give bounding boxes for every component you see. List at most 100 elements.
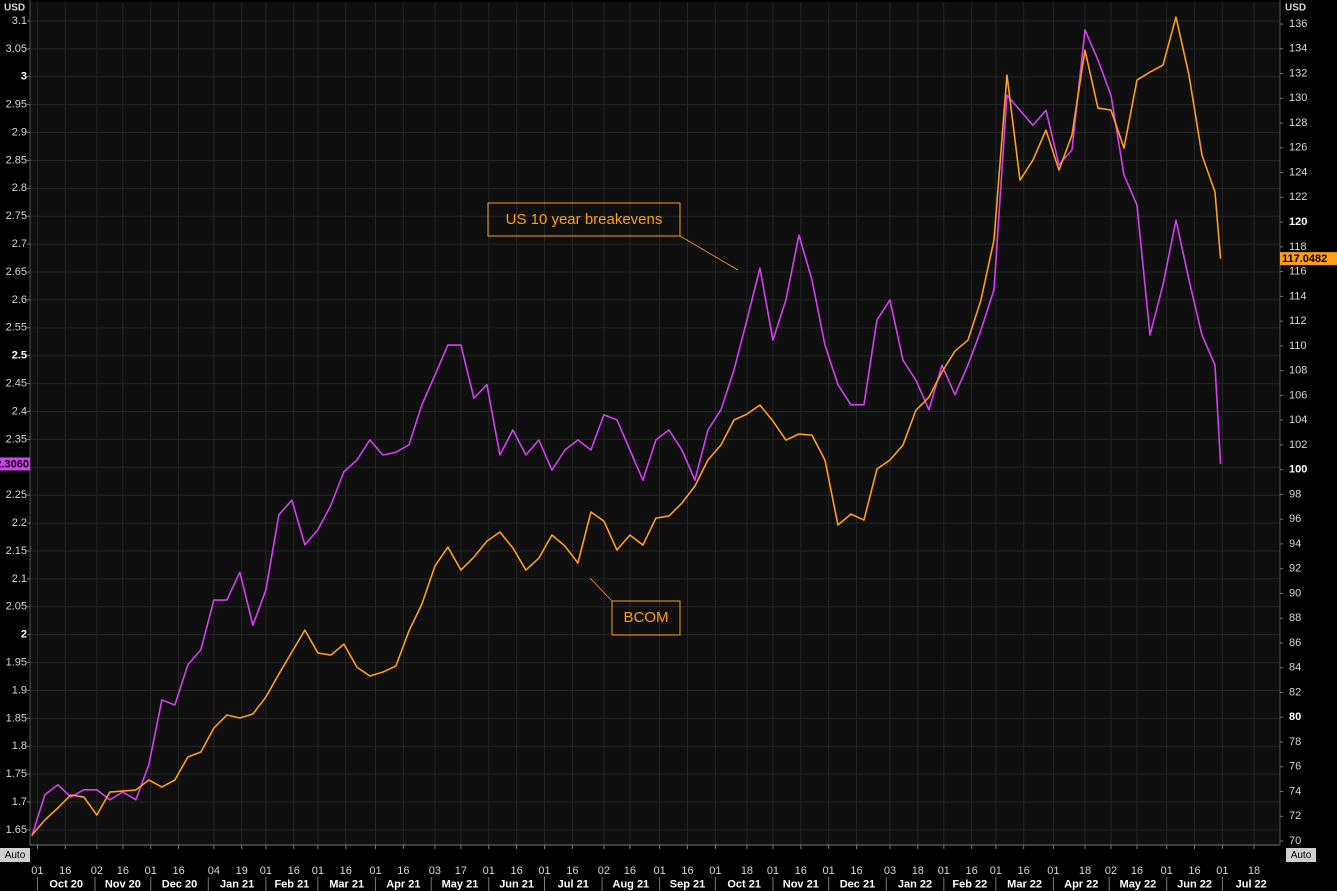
y2-tick-label: 94 xyxy=(1289,538,1301,550)
month-label: May 22 xyxy=(1120,878,1157,890)
y2-tick-label: 114 xyxy=(1289,290,1307,302)
x-tick-label: 16 xyxy=(511,865,523,877)
y-tick-label: 1.95 xyxy=(6,656,27,668)
annotation-box xyxy=(487,202,681,237)
month-label: Dec 20 xyxy=(162,878,197,890)
y-tick-label: 1.65 xyxy=(6,824,27,836)
y2-tick-label: 72 xyxy=(1289,810,1301,822)
y-tick-label: 1.9 xyxy=(12,684,27,696)
x-tick-label: 16 xyxy=(340,865,352,877)
series-lines xyxy=(31,16,1222,837)
x-tick-label: 01 xyxy=(1216,865,1228,877)
x-tick-label: 01 xyxy=(654,865,666,877)
x-tick-label: 16 xyxy=(117,865,129,877)
y-tick-label: 2.05 xyxy=(6,601,27,613)
last-value-label: 2.3060 xyxy=(0,458,29,470)
x-tick-label: 16 xyxy=(850,865,862,877)
x-tick-label: 04 xyxy=(208,865,220,877)
y-tick-label: 2.6 xyxy=(12,294,27,306)
y2-tick-label: 88 xyxy=(1289,612,1301,624)
x-tick-label: 16 xyxy=(1188,865,1200,877)
y-tick-label: 2.1 xyxy=(12,573,27,585)
x-tick-label: 16 xyxy=(566,865,578,877)
y-tick-label: 2.75 xyxy=(6,210,27,222)
auto-button[interactable]: Auto xyxy=(0,848,30,862)
auto-button-label[interactable]: Auto xyxy=(5,850,26,861)
y2-tick-label: 130 xyxy=(1289,92,1307,104)
y2-tick-label: 134 xyxy=(1289,43,1307,55)
annotation: BCOM xyxy=(589,577,681,636)
y2-tick-label: 108 xyxy=(1289,365,1307,377)
y-tick-label: 2.2 xyxy=(12,517,27,529)
y2-tick-label: 106 xyxy=(1289,389,1307,401)
x-tick-label: 01 xyxy=(767,865,779,877)
auto-button-bg[interactable] xyxy=(0,848,30,862)
y2-tick-label: 78 xyxy=(1289,736,1301,748)
y-tick-label: 2.25 xyxy=(6,489,27,501)
month-label: Dec 21 xyxy=(840,878,875,890)
y-tick-label: 2.35 xyxy=(6,433,27,445)
x-tick-label: 01 xyxy=(312,865,324,877)
annotation-text: BCOM xyxy=(624,609,669,626)
month-label: Nov 21 xyxy=(783,878,819,890)
annotation-leader xyxy=(589,577,613,602)
x-tick-label: 01 xyxy=(990,865,1002,877)
annotation-text: US 10 year breakevens xyxy=(506,211,663,228)
y-tick-label: 2.45 xyxy=(6,378,27,390)
y-tick-label: 1.85 xyxy=(6,712,27,724)
month-label: Oct 20 xyxy=(49,878,83,890)
y-tick-label: 2 xyxy=(21,629,27,641)
auto-button-bg[interactable] xyxy=(1286,848,1316,862)
x-tick-label: 03 xyxy=(429,865,441,877)
x-tick-label: 16 xyxy=(397,865,409,877)
x-tick-label: 01 xyxy=(145,865,157,877)
y-tick-label: 2.15 xyxy=(6,545,27,557)
x-tick-label: 16 xyxy=(681,865,693,877)
y-tick-label: 2.95 xyxy=(6,99,27,111)
last-value-label: 117.0482 xyxy=(1282,253,1327,265)
y2-tick-label: 70 xyxy=(1289,835,1301,847)
y2-tick-label: 80 xyxy=(1289,711,1301,723)
y2-tick-label: 82 xyxy=(1289,686,1301,698)
month-label: Jan 22 xyxy=(898,878,932,890)
x-tick-label: 01 xyxy=(709,865,721,877)
y-tick-label: 2.85 xyxy=(6,154,27,166)
y-tick-label: 3.05 xyxy=(6,43,27,55)
y2-tick-label: 74 xyxy=(1289,785,1301,797)
auto-button-label[interactable]: Auto xyxy=(1291,850,1312,861)
month-label: Sep 21 xyxy=(670,878,705,890)
y2-tick-label: 104 xyxy=(1289,414,1307,426)
x-tick-label: 16 xyxy=(59,865,71,877)
x-tick-label: 16 xyxy=(172,865,184,877)
y-tick-label: 2.9 xyxy=(12,126,27,138)
axes: 1.65 1.7 1.75 1.8 1.85 1.9 1.95 2 2.05 2.1 2.15 2.2… xyxy=(0,15,1337,891)
y-tick-label: 2.5 xyxy=(12,350,27,362)
x-tick-label: 16 xyxy=(288,865,300,877)
y-tick-label: 2.7 xyxy=(12,238,27,250)
x-tick-label: 16 xyxy=(624,865,636,877)
month-label: Jun 21 xyxy=(499,878,534,890)
x-tick-label: 16 xyxy=(966,865,978,877)
y-tick-label: 1.75 xyxy=(6,768,27,780)
month-label: Aug 21 xyxy=(613,878,650,890)
y2-tick-label: 122 xyxy=(1289,191,1307,203)
month-label: Feb 22 xyxy=(952,878,987,890)
x-tick-label: 18 xyxy=(741,865,753,877)
x-tick-label: 01 xyxy=(369,865,381,877)
y2-tick-label: 116 xyxy=(1289,266,1307,278)
x-tick-label: 18 xyxy=(1248,865,1260,877)
y-tick-label: 2.4 xyxy=(12,405,27,417)
x-tick-label: 18 xyxy=(912,865,924,877)
x-tick-label: 16 xyxy=(1131,865,1143,877)
y2-tick-label: 136 xyxy=(1289,18,1307,30)
series-line xyxy=(31,16,1222,836)
y2-tick-label: 98 xyxy=(1289,488,1301,500)
y-tick-label: 2.65 xyxy=(6,266,27,278)
month-label: Oct 21 xyxy=(727,878,761,890)
x-tick-label: 16 xyxy=(1018,865,1030,877)
y2-tick-label: 132 xyxy=(1289,67,1307,79)
x-tick-label: 01 xyxy=(1161,865,1173,877)
auto-button[interactable]: Auto xyxy=(1286,848,1316,862)
last-value-tag xyxy=(0,457,30,471)
